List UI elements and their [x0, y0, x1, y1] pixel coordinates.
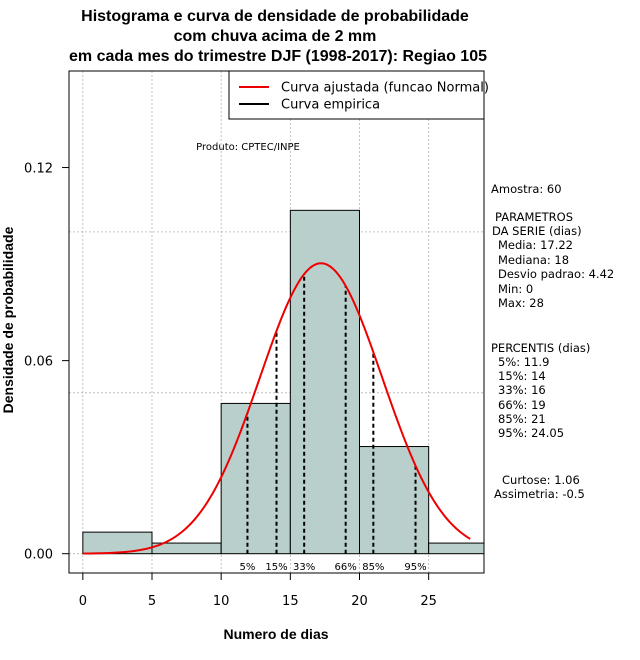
stat-p95: 95%: 24.05	[498, 426, 564, 440]
percentile-label: 5%	[240, 562, 256, 573]
stat-p5: 5%: 11.9	[498, 355, 549, 369]
normal-fit-curve	[82, 262, 471, 555]
x-tick-label: 25	[420, 594, 437, 609]
histogram-bar	[220, 402, 291, 555]
histogram-bar	[359, 446, 430, 555]
product-annotation: Produto: CPTEC/INPE	[196, 142, 300, 153]
stat-p15: 15%: 14	[498, 369, 546, 383]
stats-panel: Amostra: 60 PARAMETROS DA SERIE (dias) M…	[491, 182, 614, 501]
histogram-bar	[428, 542, 485, 555]
stat-amostra: Amostra: 60	[491, 182, 562, 196]
percentile-label: 15%	[265, 562, 287, 573]
stat-p85: 85%: 21	[498, 412, 546, 426]
chart-title-line-1: Histograma e curva de densidade de proba…	[81, 8, 469, 25]
histogram-bars	[82, 209, 485, 555]
x-axis-title: Numero de dias	[223, 626, 328, 642]
y-tick-label: 0.12	[24, 162, 53, 177]
percentile-label: 95%	[404, 562, 426, 573]
chart-title-line-2: com chuva acima de 2 mm	[174, 28, 377, 45]
y-tick-label: 0.00	[24, 548, 53, 563]
x-tick-label: 5	[148, 594, 156, 609]
stat-mediana: Mediana: 18	[498, 253, 569, 267]
percentile-lines: 5% 15% 33% 66% 85% 95%	[240, 274, 427, 573]
percentile-label: 66%	[335, 562, 357, 573]
stat-params-header-1: PARAMETROS	[495, 210, 573, 224]
x-tick-label: 10	[213, 594, 230, 609]
legend-box	[228, 70, 485, 120]
stat-min: Min: 0	[498, 282, 533, 296]
x-tick-label: 0	[79, 594, 87, 609]
x-tick-label: 20	[351, 594, 368, 609]
y-axis-title: Densidade de probabilidade	[0, 226, 16, 413]
x-tick-label: 15	[282, 594, 299, 609]
percentile-label: 33%	[293, 562, 315, 573]
stat-p66: 66%: 19	[498, 398, 546, 412]
chart-title-line-3: em cada mes do trimestre DJF (1998-2017)…	[69, 48, 487, 65]
stat-curtose: Curtose: 1.06	[502, 473, 580, 487]
stat-desvio: Desvio padrao: 4.42	[498, 267, 614, 281]
normal-curve	[82, 262, 471, 555]
histogram-bar	[289, 209, 361, 555]
percentile-label: 85%	[362, 562, 384, 573]
stat-p33: 33%: 16	[498, 383, 546, 397]
stat-media: Media: 17.22	[498, 238, 573, 252]
stat-params-header-2: DA SERIE (dias)	[492, 224, 582, 238]
stat-max: Max: 28	[498, 296, 544, 310]
legend: Curva ajustada (funcao Normal) Curva emp…	[228, 70, 489, 120]
y-tick-label: 0.06	[24, 355, 53, 370]
legend-label-empirical: Curva empirica	[281, 98, 380, 113]
stat-assimetria: Assimetria: -0.5	[494, 487, 585, 501]
legend-label-normal: Curva ajustada (funcao Normal)	[281, 81, 489, 96]
stat-percentis-header: PERCENTIS (dias)	[491, 341, 590, 355]
